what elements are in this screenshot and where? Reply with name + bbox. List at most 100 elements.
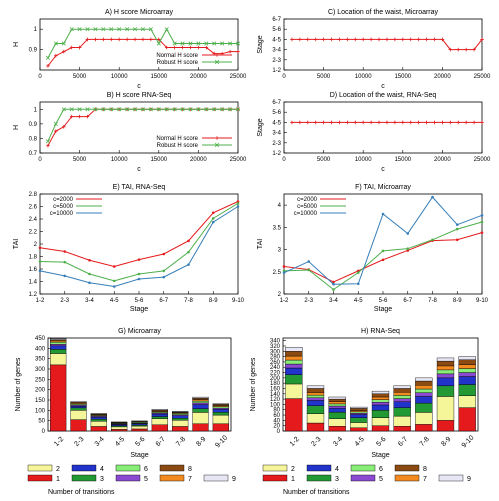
bar-segment [172, 415, 189, 419]
x-tick-label: 3-4 [329, 298, 338, 304]
bar-segment [415, 392, 433, 397]
bar-segment [50, 349, 67, 354]
legend-label: 6 [144, 466, 148, 473]
bar-segment [436, 385, 455, 397]
y-tick-label: 1.2 [29, 292, 38, 298]
bar-segment [306, 397, 325, 401]
data-point [63, 260, 67, 264]
bar-segment [212, 403, 229, 405]
bar-segment [70, 410, 87, 420]
data-point [88, 281, 91, 285]
legend-label: 5 [144, 476, 148, 483]
data-point [212, 41, 217, 46]
y-tick-label: 2.5 [273, 270, 282, 276]
data-point [307, 260, 311, 263]
data-point [187, 263, 190, 266]
bar-segment [350, 427, 368, 432]
bar-segment [328, 405, 346, 409]
x-tick-label: 4-5 [114, 436, 126, 448]
chart-title: F) TAI, Microarray [355, 184, 411, 191]
legend-label: 8 [188, 466, 192, 473]
bar-segment [436, 396, 455, 421]
data-point [117, 27, 122, 32]
x-tick-label: 10000 [111, 74, 128, 80]
data-point [112, 285, 116, 288]
y-tick-label: 300 [270, 349, 281, 355]
bar-segment [393, 407, 411, 417]
legend-swatch [350, 464, 376, 472]
data-point [204, 107, 209, 112]
bar-segment [285, 398, 303, 432]
y-tick-label: 3-4 [272, 48, 281, 54]
data-point [211, 220, 215, 224]
x-axis-label: Stage [130, 452, 148, 459]
y-tick-label: 250 [35, 377, 46, 383]
bar-segment [415, 424, 433, 432]
bar-segment [328, 396, 346, 400]
bar-segment [131, 425, 148, 430]
data-point [211, 211, 215, 215]
series-line [283, 221, 483, 291]
data-point [282, 271, 286, 274]
bar-segment [50, 341, 67, 345]
y-tick-label: 120 [270, 397, 281, 403]
x-tick-label: 3-4 [85, 298, 94, 304]
bar-segment [111, 426, 128, 430]
x-tick-label: 2-3 [73, 436, 85, 448]
x-tick-label: 5000 [73, 157, 87, 163]
y-tick-label: 3.5 [273, 225, 282, 231]
chart-title: E) TAI, RNA-Seq [113, 184, 166, 191]
bar-segment [306, 400, 325, 406]
legend-label: 2 [56, 466, 60, 473]
x-tick-label: 5000 [317, 74, 331, 80]
y-tick-label: 340 [270, 339, 281, 345]
data-point [77, 107, 82, 112]
bar-segment [151, 413, 168, 417]
data-point [125, 27, 130, 32]
y-tick-label: 200 [35, 388, 46, 394]
y-tick-label: 2 [34, 242, 38, 248]
data-point [187, 239, 190, 243]
bar-segment [328, 426, 346, 432]
bar-segment [212, 406, 229, 409]
series-line [47, 108, 238, 142]
y-tick-label: 80 [273, 408, 280, 414]
data-point [69, 107, 74, 112]
data-point [235, 41, 241, 46]
legend-label: 7 [188, 476, 192, 483]
legend-label: 3 [100, 476, 104, 483]
bar-segment [371, 396, 390, 400]
y-tick-label: 150 [35, 398, 46, 404]
legend-swatch [262, 464, 288, 472]
data-point [431, 195, 434, 199]
bar-segment [70, 407, 87, 411]
bar-segment [458, 359, 476, 365]
data-point [61, 107, 66, 112]
bar-segment [285, 359, 303, 365]
y-tick-label: 2.8 [29, 192, 38, 198]
y-tick-label: 1.4 [29, 280, 38, 286]
data-point [356, 282, 360, 286]
bar-segment [371, 390, 390, 394]
bar-segment [328, 403, 346, 407]
y-tick-label: 450 [35, 336, 46, 342]
bar-segment [151, 424, 168, 432]
x-tick-label: 2-3 [304, 298, 313, 304]
bar-segment [212, 423, 229, 432]
x-tick-label: 2-3 [310, 436, 322, 448]
bar-segment [70, 419, 87, 432]
chart-title: A) H score Microarray [105, 9, 174, 16]
data-point [93, 107, 98, 112]
x-tick-label: 7-8 [184, 298, 193, 304]
x-axis-label: Stage [374, 306, 392, 313]
x-tick-label: 0 [38, 74, 42, 80]
data-point [137, 272, 141, 276]
data-point [93, 27, 98, 32]
bar-segment [285, 351, 303, 357]
y-tick-label: 180 [270, 381, 281, 387]
x-tick-label: 4-5 [110, 298, 119, 304]
x-tick-label: 1-2 [36, 298, 45, 304]
y-tick-label: 1-2 [272, 68, 281, 74]
chart-B: B) H score RNA-Seq 0 5000 10000 15000 20000 25… [13, 92, 247, 173]
data-point [137, 258, 141, 261]
